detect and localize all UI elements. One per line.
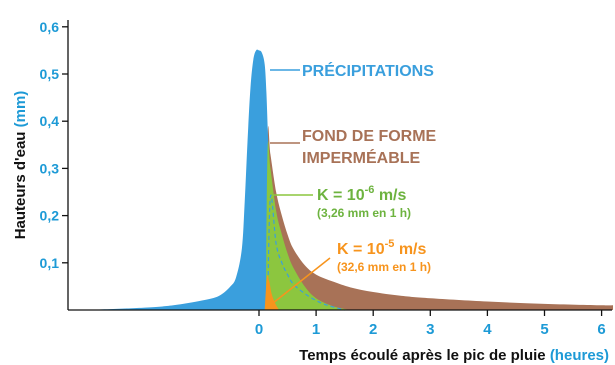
y-tick-label: 0,1 — [40, 255, 60, 271]
y-tick-label: 0,5 — [40, 66, 60, 82]
y-tick-label: 0,3 — [40, 160, 60, 176]
x-tick-label: 3 — [426, 321, 434, 338]
k5-area — [264, 275, 279, 310]
k6-note: (3,26 mm en 1 h) — [317, 206, 411, 220]
x-tick-label: 0 — [255, 321, 263, 338]
x-tick-label: 2 — [369, 321, 377, 338]
y-axis-title: Hauteurs d'eau (mm) — [12, 91, 29, 240]
x-tick-label: 4 — [483, 321, 492, 338]
k6-area — [265, 141, 351, 310]
k5-label: K = 10-5 m/s — [337, 238, 426, 258]
x-axis-unit: (heures) — [550, 347, 609, 364]
x-tick-label: 5 — [540, 321, 548, 338]
k6-exponent: -6 — [365, 184, 375, 196]
fond-label-line2: IMPERMÉABLE — [302, 148, 421, 167]
y-axis-unit: (mm) — [12, 91, 29, 128]
precip-label: PRÉCIPITATIONS — [302, 61, 434, 80]
x-tick-label: 6 — [597, 321, 605, 338]
x-tick-label: 1 — [312, 321, 320, 338]
y-tick-label: 0,4 — [40, 113, 60, 129]
k6-label: K = 10-6 m/s — [317, 184, 406, 204]
y-ticks: 0,1 0,2 0,3 0,4 0,5 0,6 — [40, 19, 68, 271]
x-ticks: 0 1 2 3 4 5 6 — [255, 310, 606, 338]
k5-exponent: -5 — [385, 238, 395, 250]
x-axis-title: Temps écoulé après le pic de pluie (heur… — [299, 347, 609, 364]
fond-label-line1: FOND DE FORME — [302, 128, 437, 145]
k6-dashed-curve — [266, 194, 345, 311]
y-tick-label: 0,2 — [40, 208, 60, 224]
y-tick-label: 0,6 — [40, 19, 60, 35]
precipitations-area — [87, 49, 299, 311]
series-layer — [87, 49, 614, 311]
k5-leader-line — [267, 257, 331, 308]
k5-note: (32,6 mm en 1 h) — [337, 260, 431, 274]
